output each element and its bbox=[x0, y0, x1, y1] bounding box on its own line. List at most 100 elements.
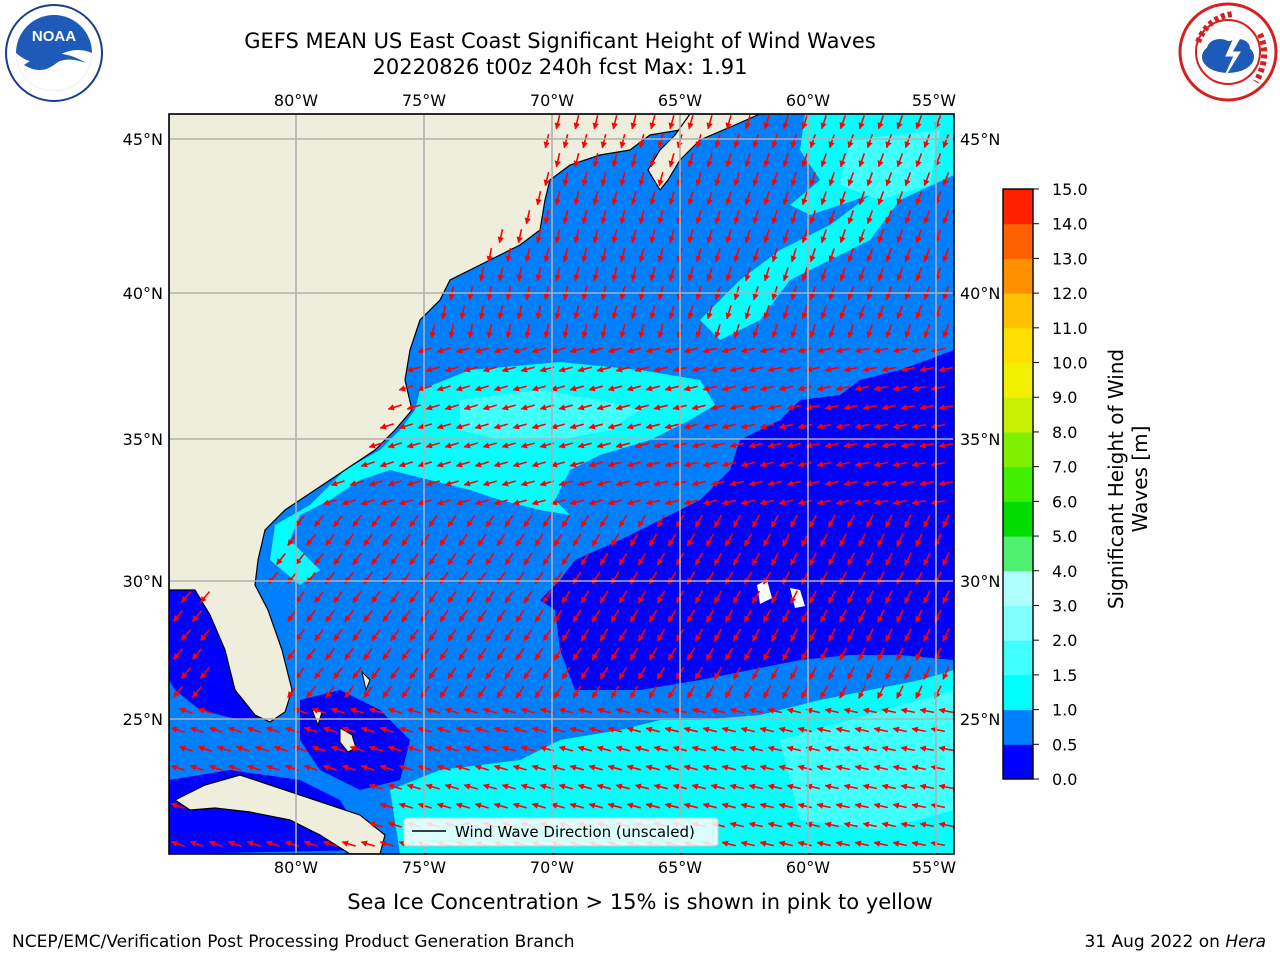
wave-direction-arrow bbox=[535, 229, 542, 244]
wave-direction-arrow bbox=[390, 552, 400, 566]
wave-direction-arrow bbox=[505, 248, 512, 263]
wave-direction-arrow bbox=[781, 685, 791, 699]
wave-direction-arrow bbox=[409, 552, 419, 566]
wave-direction-arrow bbox=[436, 764, 451, 771]
wave-direction-arrow bbox=[553, 685, 563, 699]
wave-direction-arrow bbox=[554, 267, 561, 282]
wave-direction-arrow bbox=[881, 366, 896, 373]
wave-direction-arrow bbox=[781, 533, 791, 547]
wave-direction-arrow bbox=[558, 366, 574, 373]
colorbar-tick-label: 2.0 bbox=[1052, 631, 1077, 650]
wave-direction-arrow bbox=[729, 366, 744, 373]
wave-direction-arrow bbox=[725, 267, 732, 282]
wave-direction-arrow bbox=[729, 745, 744, 752]
colorbar-band bbox=[1003, 223, 1033, 259]
wave-direction-arrow bbox=[409, 666, 419, 680]
wave-direction-arrow bbox=[733, 172, 740, 187]
wave-direction-arrow bbox=[752, 210, 759, 225]
wave-direction-arrow bbox=[915, 685, 923, 699]
wave-direction-arrow bbox=[401, 609, 411, 623]
wave-direction-arrow bbox=[702, 499, 717, 506]
wave-direction-arrow bbox=[581, 248, 588, 263]
wave-direction-arrow bbox=[900, 480, 915, 487]
lat-label-right: 30°N bbox=[960, 572, 1000, 591]
wave-direction-arrow bbox=[683, 461, 698, 468]
wave-direction-arrow bbox=[199, 591, 211, 603]
wave-direction-arrow bbox=[180, 667, 192, 679]
wave-direction-arrow bbox=[349, 745, 364, 752]
wave-direction-arrow bbox=[543, 134, 550, 149]
wave-direction-arrow bbox=[363, 609, 373, 623]
wave-direction-arrow bbox=[382, 647, 392, 661]
wave-direction-arrow bbox=[721, 499, 736, 506]
wave-direction-arrow bbox=[786, 442, 801, 449]
wave-direction-arrow bbox=[619, 248, 626, 263]
lon-label-bottom: 55°W bbox=[912, 858, 956, 877]
wave-direction-arrow bbox=[858, 153, 866, 168]
wave-direction-arrow bbox=[611, 305, 618, 320]
wave-direction-arrow bbox=[515, 647, 525, 661]
wave-direction-arrow bbox=[770, 590, 780, 604]
wave-direction-arrow bbox=[444, 404, 459, 411]
wave-direction-arrow bbox=[694, 628, 704, 642]
wave-direction-arrow bbox=[767, 480, 782, 487]
lon-label-bottom: 75°W bbox=[402, 858, 446, 877]
wave-direction-arrow bbox=[170, 764, 185, 772]
footer-date: 31 Aug 2022 on Hera bbox=[1084, 932, 1266, 952]
wave-direction-arrow bbox=[790, 172, 797, 187]
wave-direction-arrow bbox=[781, 647, 791, 661]
wave-direction-arrow bbox=[923, 590, 931, 604]
wave-direction-arrow bbox=[515, 685, 525, 699]
wave-direction-arrow bbox=[762, 571, 772, 585]
wave-direction-arrow bbox=[474, 499, 489, 506]
wave-direction-arrow bbox=[748, 707, 763, 714]
wave-direction-arrow bbox=[778, 461, 793, 468]
wave-direction-arrow bbox=[915, 609, 923, 623]
wave-direction-arrow bbox=[942, 514, 950, 528]
wave-direction-arrow bbox=[835, 423, 850, 430]
colorbar-band bbox=[1003, 605, 1033, 641]
wave-direction-arrow bbox=[938, 404, 954, 411]
wave-direction-arrow bbox=[904, 514, 912, 528]
wave-direction-arrow bbox=[691, 480, 706, 487]
colorbar-tick-label: 0.5 bbox=[1052, 735, 1077, 754]
wave-direction-arrow bbox=[904, 210, 912, 225]
lat-label-left: 45°N bbox=[123, 130, 163, 149]
wave-direction-arrow bbox=[626, 499, 642, 506]
colorbar-band bbox=[1003, 397, 1033, 433]
wave-direction-arrow bbox=[406, 707, 421, 714]
wave-direction-arrow bbox=[904, 666, 912, 680]
wave-direction-arrow bbox=[477, 533, 487, 547]
wave-direction-arrow bbox=[854, 461, 869, 468]
wave-direction-arrow bbox=[786, 480, 801, 487]
wave-direction-arrow bbox=[474, 764, 489, 771]
wave-direction-arrow bbox=[463, 707, 478, 714]
lat-label-left: 30°N bbox=[123, 572, 163, 591]
wave-direction-arrow bbox=[417, 726, 432, 733]
wave-direction-arrow bbox=[504, 514, 514, 528]
wave-direction-arrow bbox=[428, 628, 438, 642]
wave-direction-arrow bbox=[808, 628, 818, 642]
wave-direction-arrow bbox=[208, 726, 223, 734]
wave-direction-arrow bbox=[580, 628, 590, 642]
wave-direction-arrow bbox=[596, 366, 612, 373]
wave-direction-arrow bbox=[702, 726, 717, 733]
wave-direction-arrow bbox=[607, 347, 623, 354]
wave-direction-arrow bbox=[287, 610, 297, 623]
wave-direction-arrow bbox=[721, 726, 736, 733]
wave-direction-arrow bbox=[740, 461, 755, 468]
wave-direction-arrow bbox=[801, 153, 808, 168]
wave-direction-arrow bbox=[706, 115, 713, 130]
wave-direction-arrow bbox=[668, 305, 675, 320]
sea-ice-note: Sea Ice Concentration > 15% is shown in … bbox=[347, 890, 933, 914]
wave-direction-arrow bbox=[759, 461, 774, 468]
wave-direction-arrow bbox=[352, 628, 362, 642]
wave-direction-arrow bbox=[904, 134, 912, 149]
wave-direction-arrow bbox=[839, 191, 847, 206]
wave-direction-arrow bbox=[752, 172, 759, 187]
wave-direction-arrow bbox=[797, 499, 812, 506]
wave-direction-arrow bbox=[474, 726, 489, 733]
wave-direction-arrow bbox=[770, 628, 780, 642]
wave-direction-arrow bbox=[896, 571, 904, 585]
